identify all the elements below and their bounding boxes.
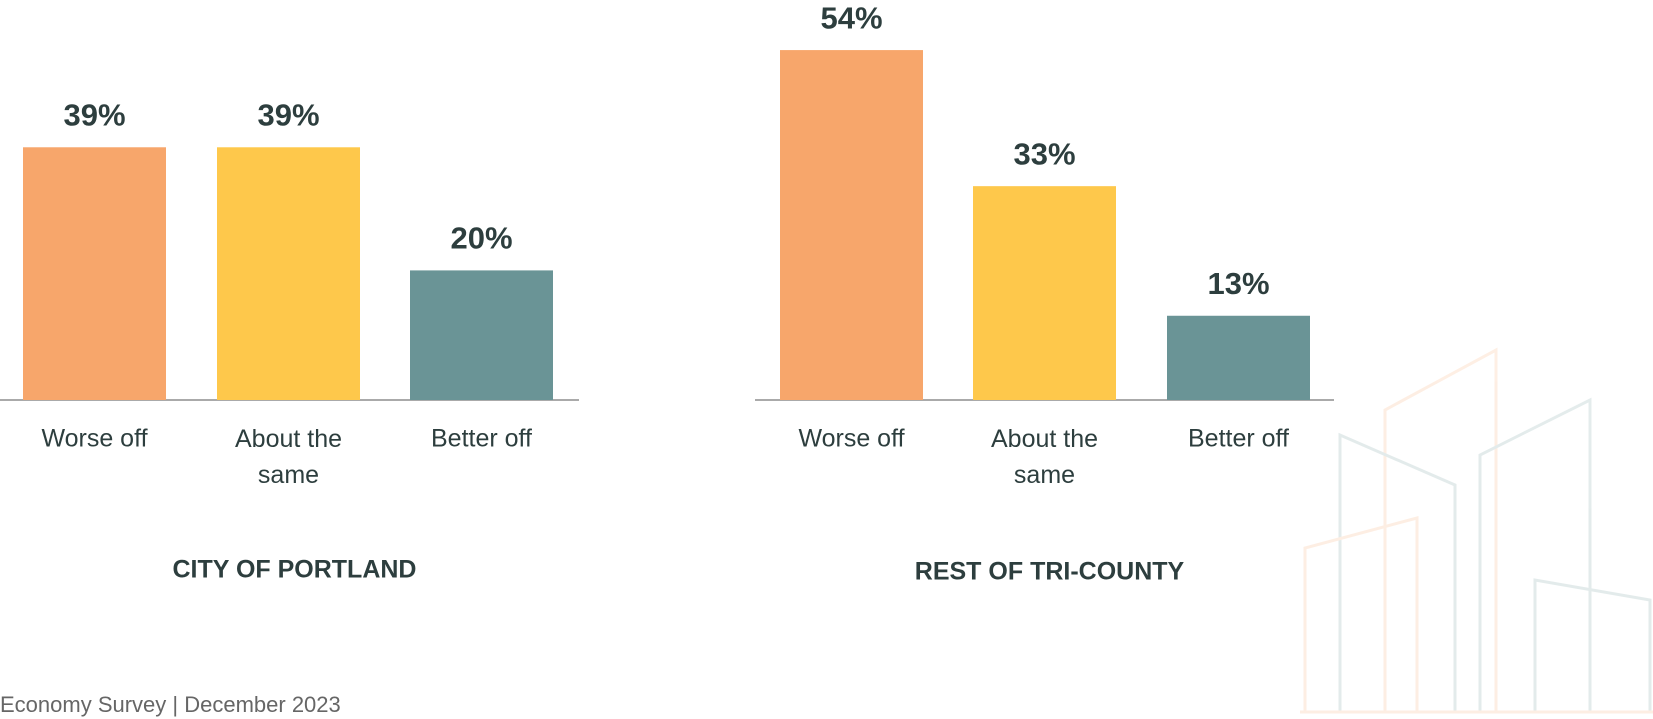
category-label: Worse off <box>798 425 904 453</box>
category-label: Better off <box>431 425 532 453</box>
category-label: Better off <box>1188 425 1289 453</box>
bar <box>973 186 1116 400</box>
footer: Economy Survey | December 2023 <box>0 692 341 717</box>
bar <box>780 50 923 401</box>
category-label: About the same <box>991 425 1098 489</box>
value-label: 39% <box>257 97 319 132</box>
bar <box>410 270 553 400</box>
bar <box>1167 315 1310 400</box>
value-label: 13% <box>1207 266 1269 301</box>
value-label: 20% <box>450 221 512 256</box>
category-label: Worse off <box>41 425 147 453</box>
bar <box>23 147 166 400</box>
chart-title: REST OF TRI-COUNTY <box>915 558 1185 586</box>
bar-chart: 39% Worse off 39% About the same 20% Better of… <box>0 97 579 584</box>
value-label: 54% <box>820 0 882 35</box>
bar <box>217 147 360 400</box>
value-label: 33% <box>1013 136 1075 171</box>
value-label: 39% <box>63 97 125 132</box>
decor-buildings <box>1300 347 1653 714</box>
bar-chart: 54% Worse off 33% About the same 13% Better of… <box>755 0 1334 586</box>
category-label: About the same <box>235 425 342 489</box>
chart-title: CITY OF PORTLAND <box>173 556 417 584</box>
